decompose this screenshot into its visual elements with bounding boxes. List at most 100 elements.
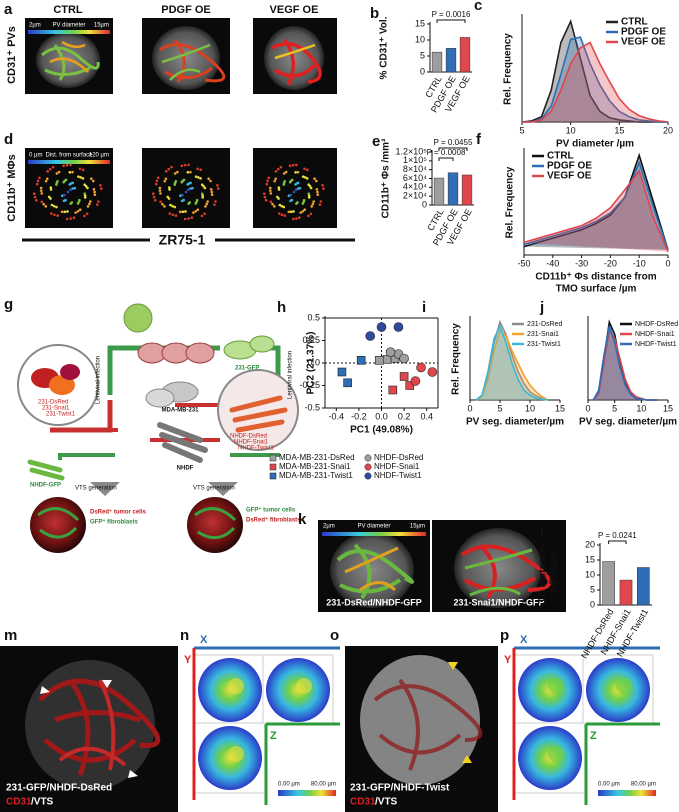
bar (619, 579, 633, 606)
diagram-label: GFP⁺ fibroblasts (90, 519, 139, 526)
image-label: 231-GFP/NHDF-Twist (350, 783, 450, 794)
cell-dot (277, 188, 281, 191)
cell-dot (266, 179, 269, 183)
axis-label: Z (270, 730, 277, 742)
cell-dot (269, 192, 273, 195)
diagram-label: DsRed⁺ fibroblasts (246, 517, 301, 524)
cell-dot (63, 210, 67, 214)
y-tick-label: 10 (585, 569, 595, 579)
cell-dot (171, 213, 175, 217)
cell-dot (282, 172, 286, 175)
series-line (523, 169, 669, 253)
y-tick-label: 8×10⁴ (403, 164, 427, 174)
cell-dot (315, 188, 319, 191)
cell-dot (97, 200, 100, 203)
legend-label: PDGF OE (621, 27, 666, 38)
cell-dot (65, 163, 69, 167)
cell-dot (186, 183, 189, 186)
cell-dot (163, 179, 167, 183)
diagram-label: 231-DsRed (38, 400, 68, 406)
point (399, 353, 409, 364)
cell-dot (168, 188, 171, 191)
cell-dot (183, 217, 187, 221)
colorbar-label: 120 µm (89, 153, 109, 159)
axis-label: X (200, 634, 208, 646)
cell-dot (316, 193, 320, 197)
axis-label: X (520, 634, 528, 646)
cell-dot (66, 210, 69, 213)
x-tick-label: 0 (467, 403, 472, 413)
cell-dot (277, 167, 280, 171)
cell-dot (83, 192, 87, 195)
cell-dot (282, 205, 286, 209)
bar (459, 37, 471, 73)
cell-dot (99, 183, 102, 187)
x-axis-label: PV diameter /µm (556, 139, 634, 150)
cell-dot (70, 201, 74, 204)
colorbar-label: 0 µm (29, 153, 42, 159)
y-tick-label: 5 (590, 584, 595, 594)
cell-dot (86, 205, 90, 208)
legend-swatch (364, 454, 372, 462)
x-axis-label: CD11b⁺ Φs distance from (535, 272, 656, 283)
y-axis-label: PC2 (21.37%) (306, 332, 317, 395)
microscopy-images (318, 520, 566, 612)
point (374, 355, 384, 365)
cell-dot (210, 190, 214, 194)
cell-dot (269, 200, 273, 204)
cell-dot (189, 170, 192, 174)
cell-dot (305, 177, 309, 180)
point (399, 372, 409, 381)
cell-dot (210, 193, 214, 197)
cell-dot (294, 188, 298, 192)
cell-dot (307, 214, 310, 218)
point (356, 355, 366, 365)
cell-dot (92, 188, 96, 191)
x-tick-label: 15 (555, 403, 565, 413)
cell-dot (83, 183, 86, 187)
cell-dot (288, 180, 292, 184)
point (365, 331, 376, 341)
cell-dot (49, 197, 52, 200)
cell-dot (44, 179, 48, 183)
point (410, 376, 421, 386)
colorbar-label: 0.00 µm (598, 782, 620, 788)
image-label: 231-GFP/NHDF-DsRed (6, 783, 112, 794)
x-axis-label: PC1 (49.08%) (350, 425, 413, 436)
axis-label: Y (184, 654, 192, 666)
y-tick-label: 4×10⁴ (403, 182, 427, 192)
cell-dot (209, 188, 213, 191)
cell-dot (197, 176, 200, 179)
legend-label: MDA-MB-231-DsRed (279, 453, 355, 462)
cell-dot (200, 192, 204, 195)
cell-dot (179, 194, 182, 198)
cell-dot (265, 182, 269, 186)
cell-dot (217, 187, 220, 190)
y-tick-label: -0.5 (304, 402, 320, 412)
microscopy-image (345, 646, 498, 812)
cell-dot (68, 183, 72, 186)
point (393, 322, 404, 332)
cell-dot (207, 177, 210, 181)
column-label: PDGF OE (161, 4, 211, 16)
x-tick-label: 0 (585, 403, 590, 413)
cell-dot (35, 182, 39, 186)
cell-dot (299, 211, 303, 214)
cell-dot (39, 186, 43, 190)
cell-dot (39, 189, 43, 192)
y-tick-label: 1×10⁵ (403, 155, 427, 165)
y-tick-label: 20 (585, 539, 595, 549)
cell-dot (268, 186, 272, 190)
legend-label: CTRL (621, 17, 648, 28)
legend-label: VEGF OE (621, 37, 666, 48)
microscopy-image (0, 646, 178, 812)
x-tick-label: 15 (663, 403, 673, 413)
x-tick-label: 0.2 (398, 411, 411, 421)
cell-dot (184, 210, 187, 213)
cell-dot (278, 203, 282, 207)
cell-dot (90, 177, 93, 181)
p-value: P = 0.0008 (427, 148, 466, 157)
heatmap-spot (228, 678, 244, 694)
cell-dot (69, 163, 72, 167)
cell-dot (81, 168, 85, 172)
